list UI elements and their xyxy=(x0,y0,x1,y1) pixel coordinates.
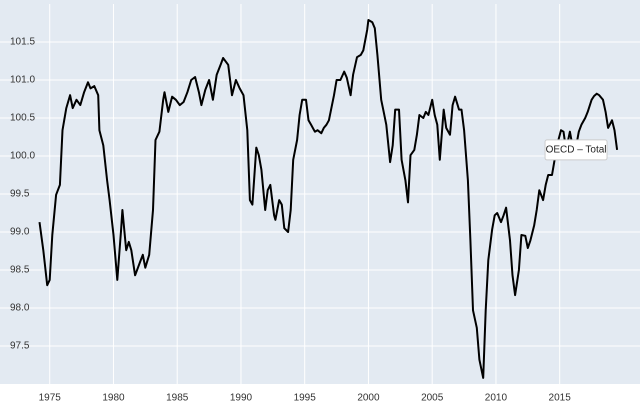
line xyxy=(38,19,619,379)
x-tick-label: 1985 xyxy=(166,393,189,404)
plot-background xyxy=(0,0,640,384)
y-tick-label: 100.5 xyxy=(10,113,35,124)
y-tick-label: 98.5 xyxy=(10,265,30,276)
x-tick-label: 1990 xyxy=(230,393,253,404)
x-tick-label: 1995 xyxy=(294,393,317,404)
x-tick-label: 2005 xyxy=(421,393,444,404)
series-label-box xyxy=(544,139,608,161)
y-tick-label: 99.0 xyxy=(10,227,30,238)
y-tick-label: 100.0 xyxy=(10,151,35,162)
y-tick-label: 101.5 xyxy=(10,37,35,48)
y-tick-label: 99.5 xyxy=(10,189,30,200)
series-label: OECD – Total xyxy=(546,145,607,156)
y-tick-label: 101.0 xyxy=(10,75,35,86)
y-tick-label: 97.5 xyxy=(10,341,30,352)
x-tick-label: 2000 xyxy=(357,393,380,404)
x-tick-label: 1980 xyxy=(102,393,125,404)
y-tick-label: 98.0 xyxy=(10,303,30,314)
x-tick-label: 2015 xyxy=(549,393,572,404)
x-tick-label: 2010 xyxy=(485,393,508,404)
x-tick-label: 1975 xyxy=(39,393,62,404)
